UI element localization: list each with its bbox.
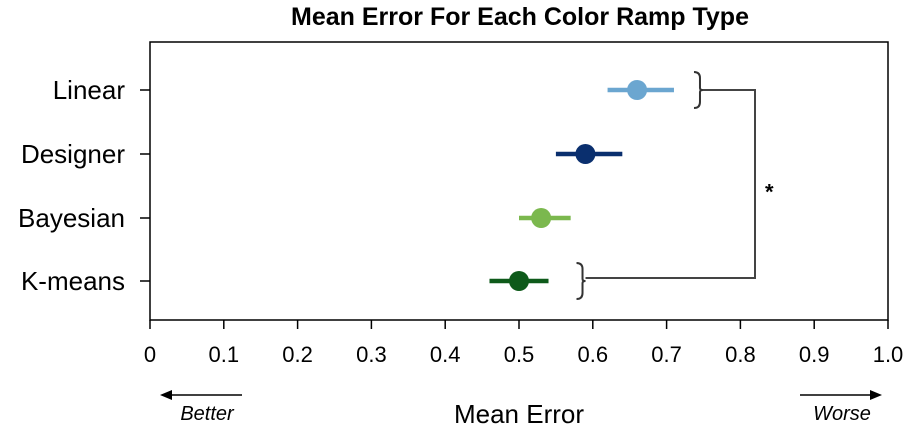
point-linear	[627, 80, 648, 100]
x-axis-label: Mean Error	[454, 399, 584, 429]
category-label: Linear	[53, 75, 126, 105]
category-label: K-means	[21, 266, 125, 296]
category-label: Designer	[21, 139, 125, 169]
brace	[693, 71, 704, 109]
point-bayesian	[531, 208, 552, 228]
category-label: Bayesian	[18, 203, 125, 233]
x-tick-label: 0.3	[356, 342, 387, 367]
better-label: Better	[180, 403, 235, 425]
better-arrow	[160, 390, 242, 400]
chart-title: Mean Error For Each Color Ramp Type	[291, 3, 749, 31]
bracket-line	[585, 89, 756, 279]
x-tick-label: 0	[144, 342, 156, 367]
x-tick-label: 1.0	[873, 342, 904, 367]
worse-arrow	[800, 390, 882, 400]
x-tick-label: 0.6	[578, 342, 609, 367]
point-k-means	[509, 271, 529, 291]
x-tick-label: 0.1	[209, 342, 240, 367]
significance-label: *	[765, 180, 774, 205]
x-tick-label: 0.2	[282, 342, 313, 367]
x-tick-label: 0.4	[430, 342, 461, 367]
point-designer	[575, 144, 596, 164]
x-tick-label: 0.5	[504, 342, 535, 367]
brace	[576, 262, 586, 300]
x-tick-label: 0.8	[725, 342, 756, 367]
x-tick-label: 0.9	[799, 342, 830, 367]
worse-label: Worse	[813, 403, 871, 425]
significance-bracket: *	[576, 71, 774, 300]
x-axis: 0 0.1 0.2 0.3 0.4 0.5 0.6 0.7 0.8 0.9 1.0	[144, 320, 903, 367]
data-marks	[489, 80, 674, 291]
y-axis: Linear Designer Bayesian K-means	[18, 75, 150, 296]
x-tick-label: 0.7	[651, 342, 682, 367]
